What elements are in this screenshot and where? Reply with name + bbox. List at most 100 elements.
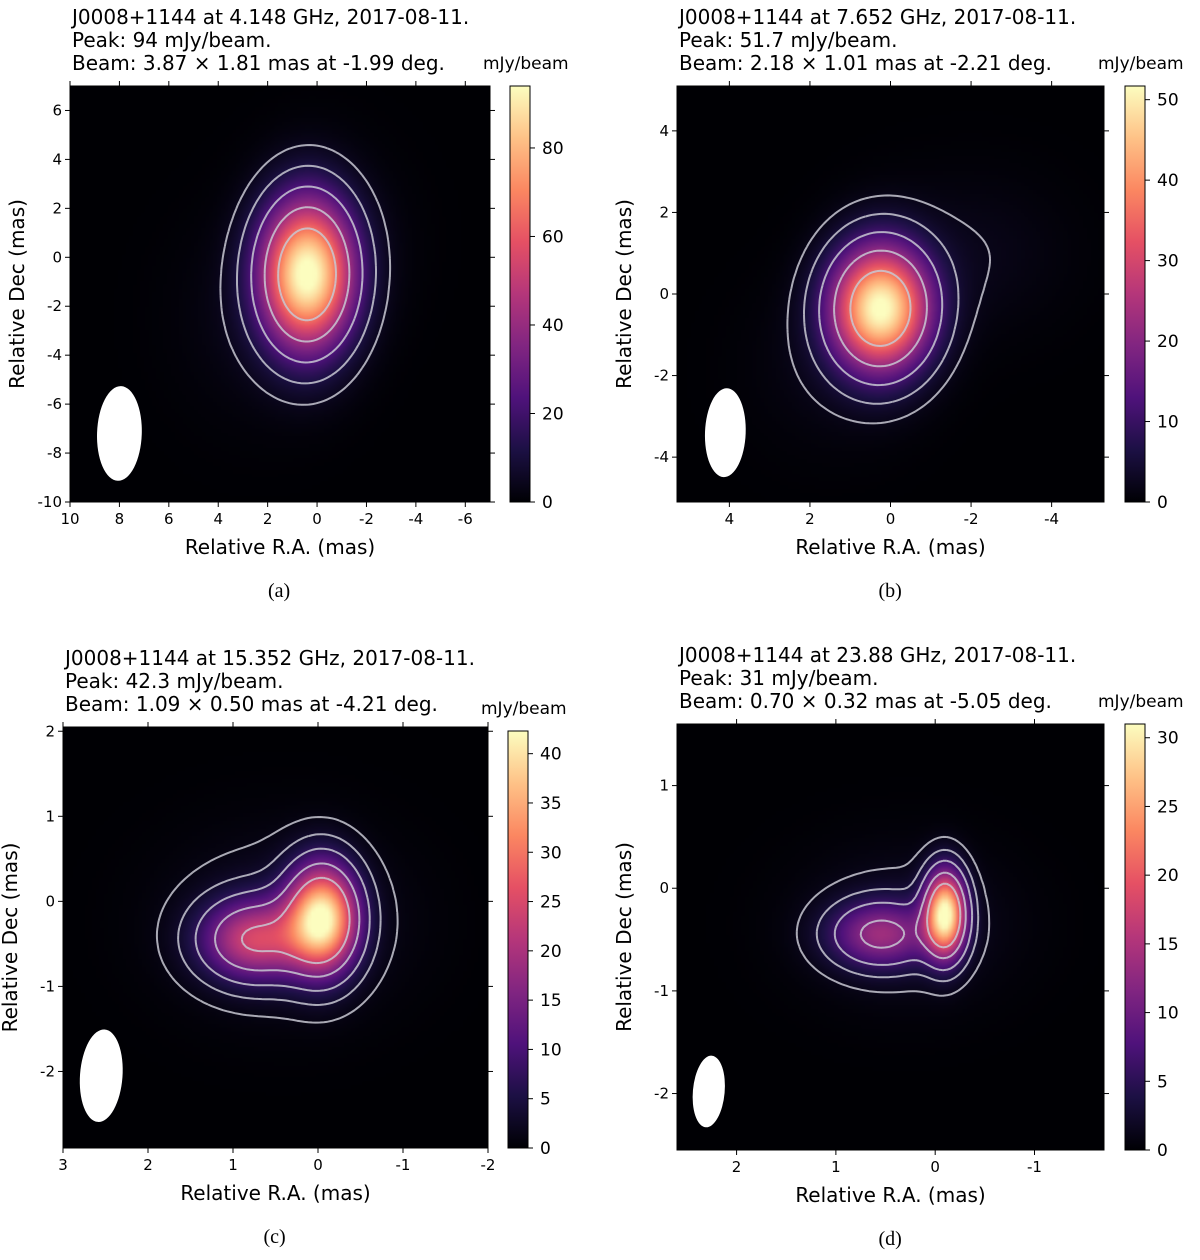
y-tick-label: 0 bbox=[52, 248, 62, 266]
y-tick-label: -2 bbox=[40, 1062, 55, 1080]
colorbar-tick-label: 60 bbox=[542, 227, 564, 247]
y-tick-label: -6 bbox=[47, 395, 62, 413]
y-tick-label: -10 bbox=[38, 493, 63, 511]
x-tick-label: -2 bbox=[359, 510, 374, 528]
x-tick-label: 4 bbox=[213, 510, 223, 528]
colorbar-tick-label: 10 bbox=[540, 1040, 562, 1060]
y-tick-label: 4 bbox=[52, 150, 62, 168]
chart-title-line: J0008+1144 at 4.148 GHz, 2017-08-11. bbox=[72, 5, 470, 29]
colorbar-tick-label: 40 bbox=[542, 316, 564, 336]
contour-level-4 bbox=[859, 871, 967, 960]
contour-level-2 bbox=[815, 848, 980, 983]
x-tick-label: -2 bbox=[481, 1156, 496, 1174]
colorbar-tick-label: 25 bbox=[540, 893, 562, 913]
y-tick-label: 4 bbox=[659, 122, 669, 140]
chart-title-line: Peak: 31 mJy/beam. bbox=[679, 666, 879, 690]
x-tick-label: -4 bbox=[1044, 510, 1059, 528]
colorbar-tick-label: 5 bbox=[540, 1090, 551, 1110]
beam-ellipse bbox=[79, 1029, 123, 1122]
chart-title-line: Beam: 3.87 × 1.81 mas at -1.99 deg. bbox=[72, 51, 445, 75]
y-tick-label: 1 bbox=[659, 777, 669, 795]
x-tick-label: -1 bbox=[396, 1156, 411, 1174]
contour-level-5 bbox=[849, 269, 912, 347]
x-axis-label: Relative R.A. (mas) bbox=[185, 535, 375, 559]
y-tick-label: 2 bbox=[52, 199, 62, 217]
intensity-map bbox=[677, 724, 1104, 1150]
colorbar bbox=[1124, 85, 1146, 503]
x-tick-label: 0 bbox=[312, 510, 322, 528]
x-axis-label: Relative R.A. (mas) bbox=[795, 1183, 985, 1207]
colorbar-tick-label: 15 bbox=[1157, 935, 1179, 955]
chart-title-line: Peak: 94 mJy/beam. bbox=[72, 28, 272, 52]
y-tick-label: 2 bbox=[45, 722, 55, 740]
x-tick-label: -1 bbox=[1027, 1158, 1042, 1176]
contour-level-5 bbox=[926, 882, 962, 949]
chart-title: J0008+1144 at 4.148 GHz, 2017-08-11. Peak… bbox=[72, 6, 469, 75]
chart-title: J0008+1144 at 7.652 GHz, 2017-08-11. Peak… bbox=[679, 6, 1076, 75]
intensity-map bbox=[677, 86, 1104, 502]
plot-frame bbox=[62, 726, 489, 1149]
y-tick-label: -1 bbox=[40, 977, 55, 995]
x-tick-label: 2 bbox=[143, 1156, 153, 1174]
y-tick-label: -4 bbox=[47, 346, 62, 364]
plot-frame bbox=[676, 723, 1105, 1151]
chart-title-line: Beam: 1.09 × 0.50 mas at -4.21 deg. bbox=[65, 692, 438, 716]
colorbar-unit: mJy/beam bbox=[1098, 54, 1184, 74]
contour-level-1 bbox=[155, 816, 399, 1024]
y-tick-label: -2 bbox=[47, 297, 62, 315]
x-axis-label: Relative R.A. (mas) bbox=[795, 535, 985, 559]
colorbar bbox=[1124, 723, 1146, 1151]
x-tick-label: 1 bbox=[228, 1156, 238, 1174]
contour-level-1 bbox=[786, 194, 991, 425]
colorbar-tick-label: 0 bbox=[540, 1139, 551, 1159]
y-axis-label: Relative Dec (mas) bbox=[5, 199, 29, 389]
colorbar-tick-label: 5 bbox=[1157, 1072, 1168, 1092]
plot-frame bbox=[69, 85, 491, 503]
y-tick-label: -4 bbox=[654, 448, 669, 466]
contour-level-2 bbox=[236, 164, 377, 385]
colorbar-tick-label: 0 bbox=[542, 493, 553, 513]
colorbar-tick-label: 40 bbox=[1157, 171, 1179, 191]
colorbar-tick-label: 20 bbox=[542, 404, 564, 424]
chart-title-line: J0008+1144 at 7.652 GHz, 2017-08-11. bbox=[679, 5, 1077, 29]
y-tick-label: -8 bbox=[47, 444, 62, 462]
chart-title: J0008+1144 at 15.352 GHz, 2017-08-11. Pea… bbox=[65, 647, 475, 716]
contour-level-3 bbox=[250, 185, 364, 364]
contour-level-4 bbox=[263, 206, 351, 343]
y-tick-label: 0 bbox=[659, 879, 669, 897]
colorbar-tick-label: 20 bbox=[1157, 332, 1179, 352]
beam-ellipse bbox=[704, 388, 746, 478]
beam-ellipse bbox=[97, 386, 142, 481]
x-tick-label: -4 bbox=[408, 510, 423, 528]
colorbar-tick-label: 40 bbox=[540, 745, 562, 765]
x-tick-label: 1 bbox=[831, 1158, 841, 1176]
contour-level-5 bbox=[240, 876, 351, 965]
chart-title-line: J0008+1144 at 15.352 GHz, 2017-08-11. bbox=[65, 646, 475, 670]
beam-ellipse bbox=[692, 1055, 725, 1128]
y-tick-label: 1 bbox=[45, 807, 55, 825]
colorbar-tick-label: 30 bbox=[1157, 252, 1179, 272]
x-tick-label: 3 bbox=[58, 1156, 68, 1174]
contour-level-4 bbox=[214, 862, 361, 978]
panel-caption: (a) bbox=[268, 580, 291, 602]
colorbar-tick-label: 15 bbox=[540, 991, 562, 1011]
contour-level-1 bbox=[795, 835, 991, 997]
x-tick-label: -6 bbox=[458, 510, 473, 528]
colorbar-tick-label: 50 bbox=[1157, 91, 1179, 111]
colorbar-tick-label: 35 bbox=[540, 794, 562, 814]
x-tick-label: 4 bbox=[725, 510, 735, 528]
panel-caption: (c) bbox=[263, 1226, 286, 1248]
y-tick-label: 0 bbox=[659, 285, 669, 303]
intensity-map bbox=[63, 727, 488, 1148]
colorbar bbox=[509, 85, 531, 503]
colorbar-tick-label: 20 bbox=[1157, 866, 1179, 886]
x-tick-label: 0 bbox=[930, 1158, 940, 1176]
colorbar-tick-label: 0 bbox=[1157, 1141, 1168, 1161]
y-tick-label: 6 bbox=[52, 101, 62, 119]
contour-level-4 bbox=[833, 249, 928, 368]
y-axis-label: Relative Dec (mas) bbox=[612, 199, 636, 389]
